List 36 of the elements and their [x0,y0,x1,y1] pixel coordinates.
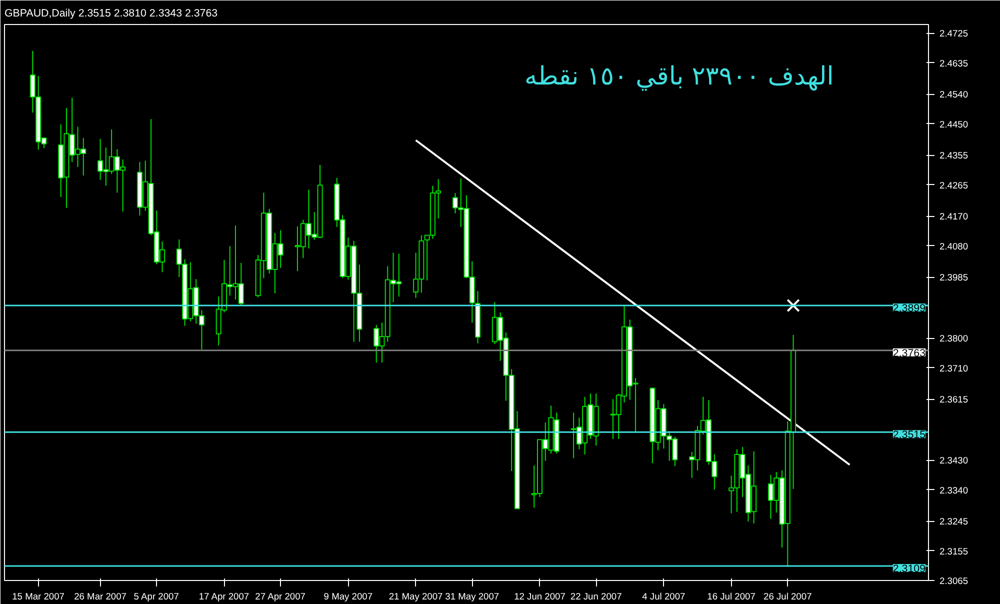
x-tick-label: 4 Jul 2007 [642,592,686,602]
y-tick-label: 2.3985 [940,272,968,283]
ref-line-label: 2.3899 [892,302,926,314]
y-tick-label: 2.4355 [940,150,968,161]
y-tick-label: 2.4080 [940,241,968,252]
y-tick-label: 2.3430 [940,456,968,466]
x-tick-label: 26 Jul 2007 [764,592,812,602]
chart-title: GBPAUD,Daily 2.3515 2.3810 2.3343 2.3763 [4,8,218,20]
ref-line-label: 2.3515 [892,429,926,442]
y-tick-label: 2.4540 [940,90,968,100]
y-tick-label: 2.4450 [940,119,968,130]
x-tick-label: 15 Mar 2007 [12,592,65,602]
x-tick-label: 17 Apr 2007 [198,592,250,602]
y-tick-label: 2.3340 [940,485,968,496]
y-tick-label: 2.3615 [940,394,968,405]
y-tick-label: 2.3065 [940,576,968,586]
x-tick-label: 5 Apr 2007 [134,592,179,602]
annotation: الهدف ٢٣٩٠٠ باقي ١٥٠ نقطه [524,60,834,92]
x-tick-label: 31 May 2007 [445,592,500,602]
y-tick-label: 2.3710 [940,363,968,374]
x-tick-label: 27 Apr 2007 [255,592,306,602]
y-tick-label: 2.4265 [940,180,968,190]
x-tick-label: 12 Jun 2007 [514,592,566,602]
x-tick-label: 22 Jun 2007 [570,592,622,602]
x-tick-label: 16 Jul 2007 [707,592,756,602]
y-tick-label: 2.4725 [940,28,968,39]
x-tick-label: 21 May 2007 [388,592,443,602]
y-tick-label: 2.3155 [940,546,968,556]
y-tick-label: 2.4635 [940,58,968,68]
y-tick-label: 2.4170 [940,212,968,222]
y-tick-label: 2.3800 [940,334,968,344]
x-tick-label: 9 May 2007 [324,592,373,602]
y-tick-label: 2.3245 [940,516,968,527]
ref-line-label: 2.3109 [892,562,926,575]
ref-line-label: 2.3763 [892,347,926,360]
x-tick-label: 26 Mar 2007 [74,592,126,602]
